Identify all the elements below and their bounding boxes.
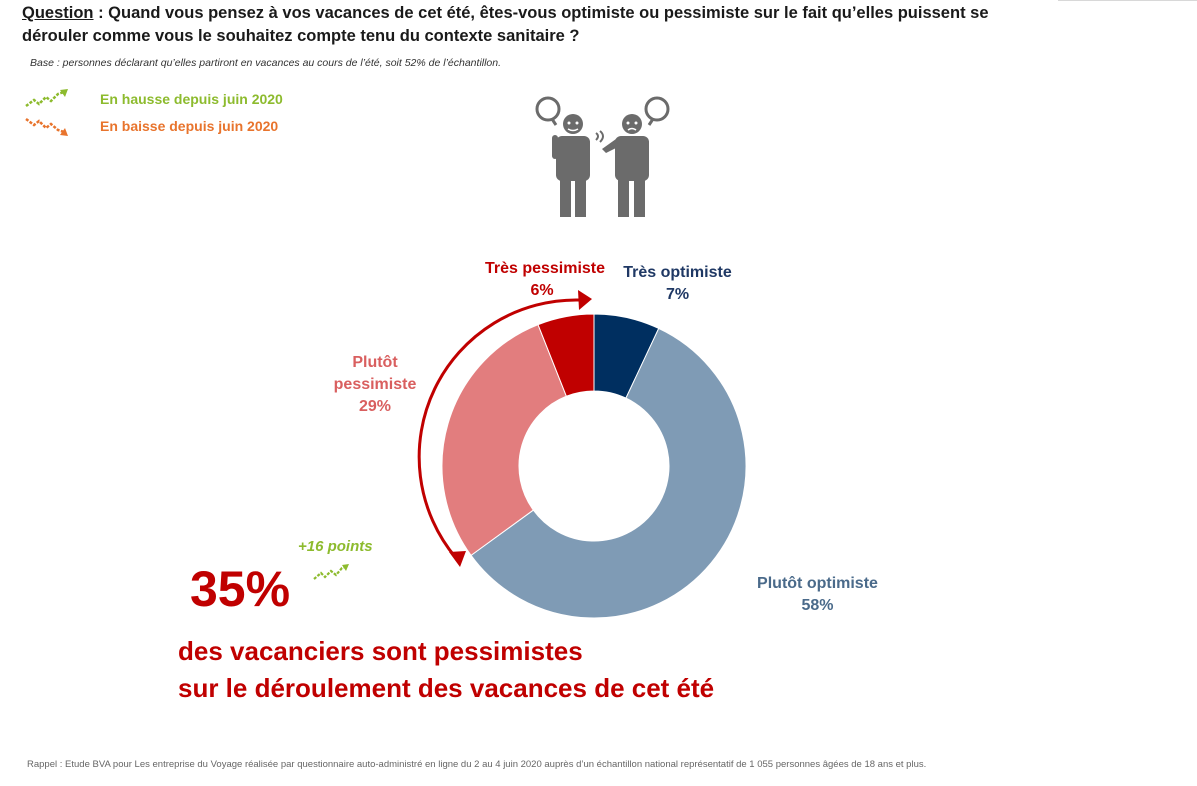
label-plutot-optimiste: Plutôt optimiste 58% bbox=[740, 573, 895, 617]
legend-up: En hausse depuis juin 2020 bbox=[24, 88, 283, 110]
label-tres-pessimiste-name: Très pessimiste bbox=[484, 260, 606, 277]
label-tres-pessimiste: Très pessimiste 6% bbox=[470, 258, 620, 302]
legend-down: En baisse depuis juin 2020 bbox=[24, 115, 278, 137]
label-plutot-optimiste-value: 58% bbox=[801, 597, 834, 614]
base-note: Base : personnes déclarant qu’elles part… bbox=[30, 57, 502, 69]
trend-up-icon bbox=[313, 564, 349, 580]
question-body: : Quand vous pensez à vos vacances de ce… bbox=[22, 4, 989, 45]
callout-summary: des vacanciers sont pessimistes sur le d… bbox=[178, 633, 714, 707]
delta-points: +16 points bbox=[298, 538, 373, 555]
label-plutot-pessimiste-name: Plutôt pessimiste bbox=[333, 354, 417, 393]
bracket-arrow-bottom bbox=[449, 551, 466, 567]
label-tres-pessimiste-value: 6% bbox=[530, 282, 554, 299]
discussion-people-icon bbox=[535, 96, 670, 217]
pessimist-total-value: 35% bbox=[190, 561, 291, 617]
question-text: Question : Quand vous pensez à vos vacan… bbox=[22, 2, 1042, 48]
top-rule bbox=[1058, 0, 1197, 1]
legend-up-label: En hausse depuis juin 2020 bbox=[100, 91, 283, 107]
pessimist-bracket-arc bbox=[417, 298, 581, 559]
callout-line-1: des vacanciers sont pessimistes bbox=[178, 636, 583, 666]
label-plutot-optimiste-name: Plutôt optimiste bbox=[757, 575, 878, 592]
question-label: Question bbox=[22, 4, 94, 22]
label-tres-optimiste-name: Très optimiste bbox=[623, 264, 732, 281]
footer-note: Rappel : Etude BVA pour Les entreprise d… bbox=[27, 759, 927, 770]
slice-plutot-optimiste bbox=[470, 327, 747, 619]
label-tres-optimiste: Très optimiste 7% bbox=[610, 262, 745, 306]
bracket-arrow-top bbox=[578, 290, 592, 310]
legend-down-label: En baisse depuis juin 2020 bbox=[100, 118, 279, 134]
slice-tres-pessimiste bbox=[537, 313, 595, 397]
label-tres-optimiste-value: 7% bbox=[665, 286, 690, 303]
callout-line-2: sur le déroulement des vacances de cet é… bbox=[178, 673, 715, 703]
trend-up-icon bbox=[25, 89, 68, 107]
label-plutot-pessimiste: Plutôt pessimiste 29% bbox=[315, 352, 435, 418]
label-plutot-pessimiste-value: 29% bbox=[358, 398, 392, 415]
trend-down-icon bbox=[25, 118, 68, 136]
slice-plutot-pessimiste bbox=[441, 324, 568, 557]
